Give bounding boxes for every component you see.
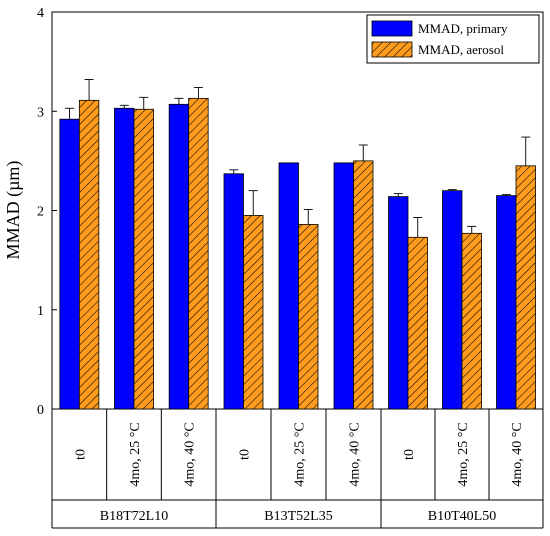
condition-label: 4mo, 40 °C xyxy=(183,422,198,486)
group-label: B18T72L10 xyxy=(100,509,168,524)
bar-aerosol xyxy=(407,236,428,410)
bars-layer xyxy=(59,79,536,410)
y-tick-label: 2 xyxy=(37,205,44,220)
bar-primary xyxy=(223,173,244,410)
bar-aerosol xyxy=(353,160,374,410)
y-tick-label: 3 xyxy=(37,105,44,120)
condition-label: 4mo, 25 °C xyxy=(293,422,308,486)
y-axis-label: MMAD (µm) xyxy=(3,161,24,260)
bar-aerosol xyxy=(243,215,264,410)
bar-primary xyxy=(388,196,409,410)
group-label: B10T40L50 xyxy=(428,509,496,524)
group-label: B13T52L35 xyxy=(264,509,332,524)
legend-label-primary: MMAD, primary xyxy=(418,21,508,36)
y-tick-label: 1 xyxy=(37,304,44,319)
bar-primary xyxy=(496,195,517,410)
bar-aerosol xyxy=(515,165,536,410)
bar-primary xyxy=(442,190,463,410)
legend-swatch-aerosol xyxy=(371,41,413,58)
bar-aerosol xyxy=(133,108,154,410)
legend-swatch-primary xyxy=(371,20,413,37)
condition-label: 4mo, 25 °C xyxy=(128,422,143,486)
y-axis-ticks: 0 1 2 3 4 xyxy=(37,6,57,418)
bar-primary xyxy=(278,162,299,410)
legend-label-aerosol: MMAD, aerosol xyxy=(418,42,504,57)
bar-aerosol xyxy=(298,223,319,410)
bar-aerosol xyxy=(461,232,482,410)
bar-aerosol xyxy=(188,97,209,410)
condition-label: t0 xyxy=(238,449,253,460)
condition-label: 4mo, 40 °C xyxy=(510,422,525,486)
legend: MMAD, primary MMAD, aerosol xyxy=(366,14,540,64)
y-tick-label: 0 xyxy=(37,403,44,418)
condition-label: t0 xyxy=(73,449,88,460)
condition-label: t0 xyxy=(402,449,417,460)
bar-aerosol xyxy=(78,99,100,410)
bar-primary xyxy=(114,107,135,410)
condition-label: 4mo, 40 °C xyxy=(348,422,363,486)
bar-primary xyxy=(59,118,80,410)
bar-primary xyxy=(168,103,190,410)
bar-primary xyxy=(333,162,354,410)
condition-label: 4mo, 25 °C xyxy=(456,422,471,486)
category-table: t0 4mo, 25 °C 4mo, 40 °C t0 4mo, 25 °C 4mo, 4… xyxy=(51,409,544,529)
y-tick-label: 4 xyxy=(37,6,44,21)
